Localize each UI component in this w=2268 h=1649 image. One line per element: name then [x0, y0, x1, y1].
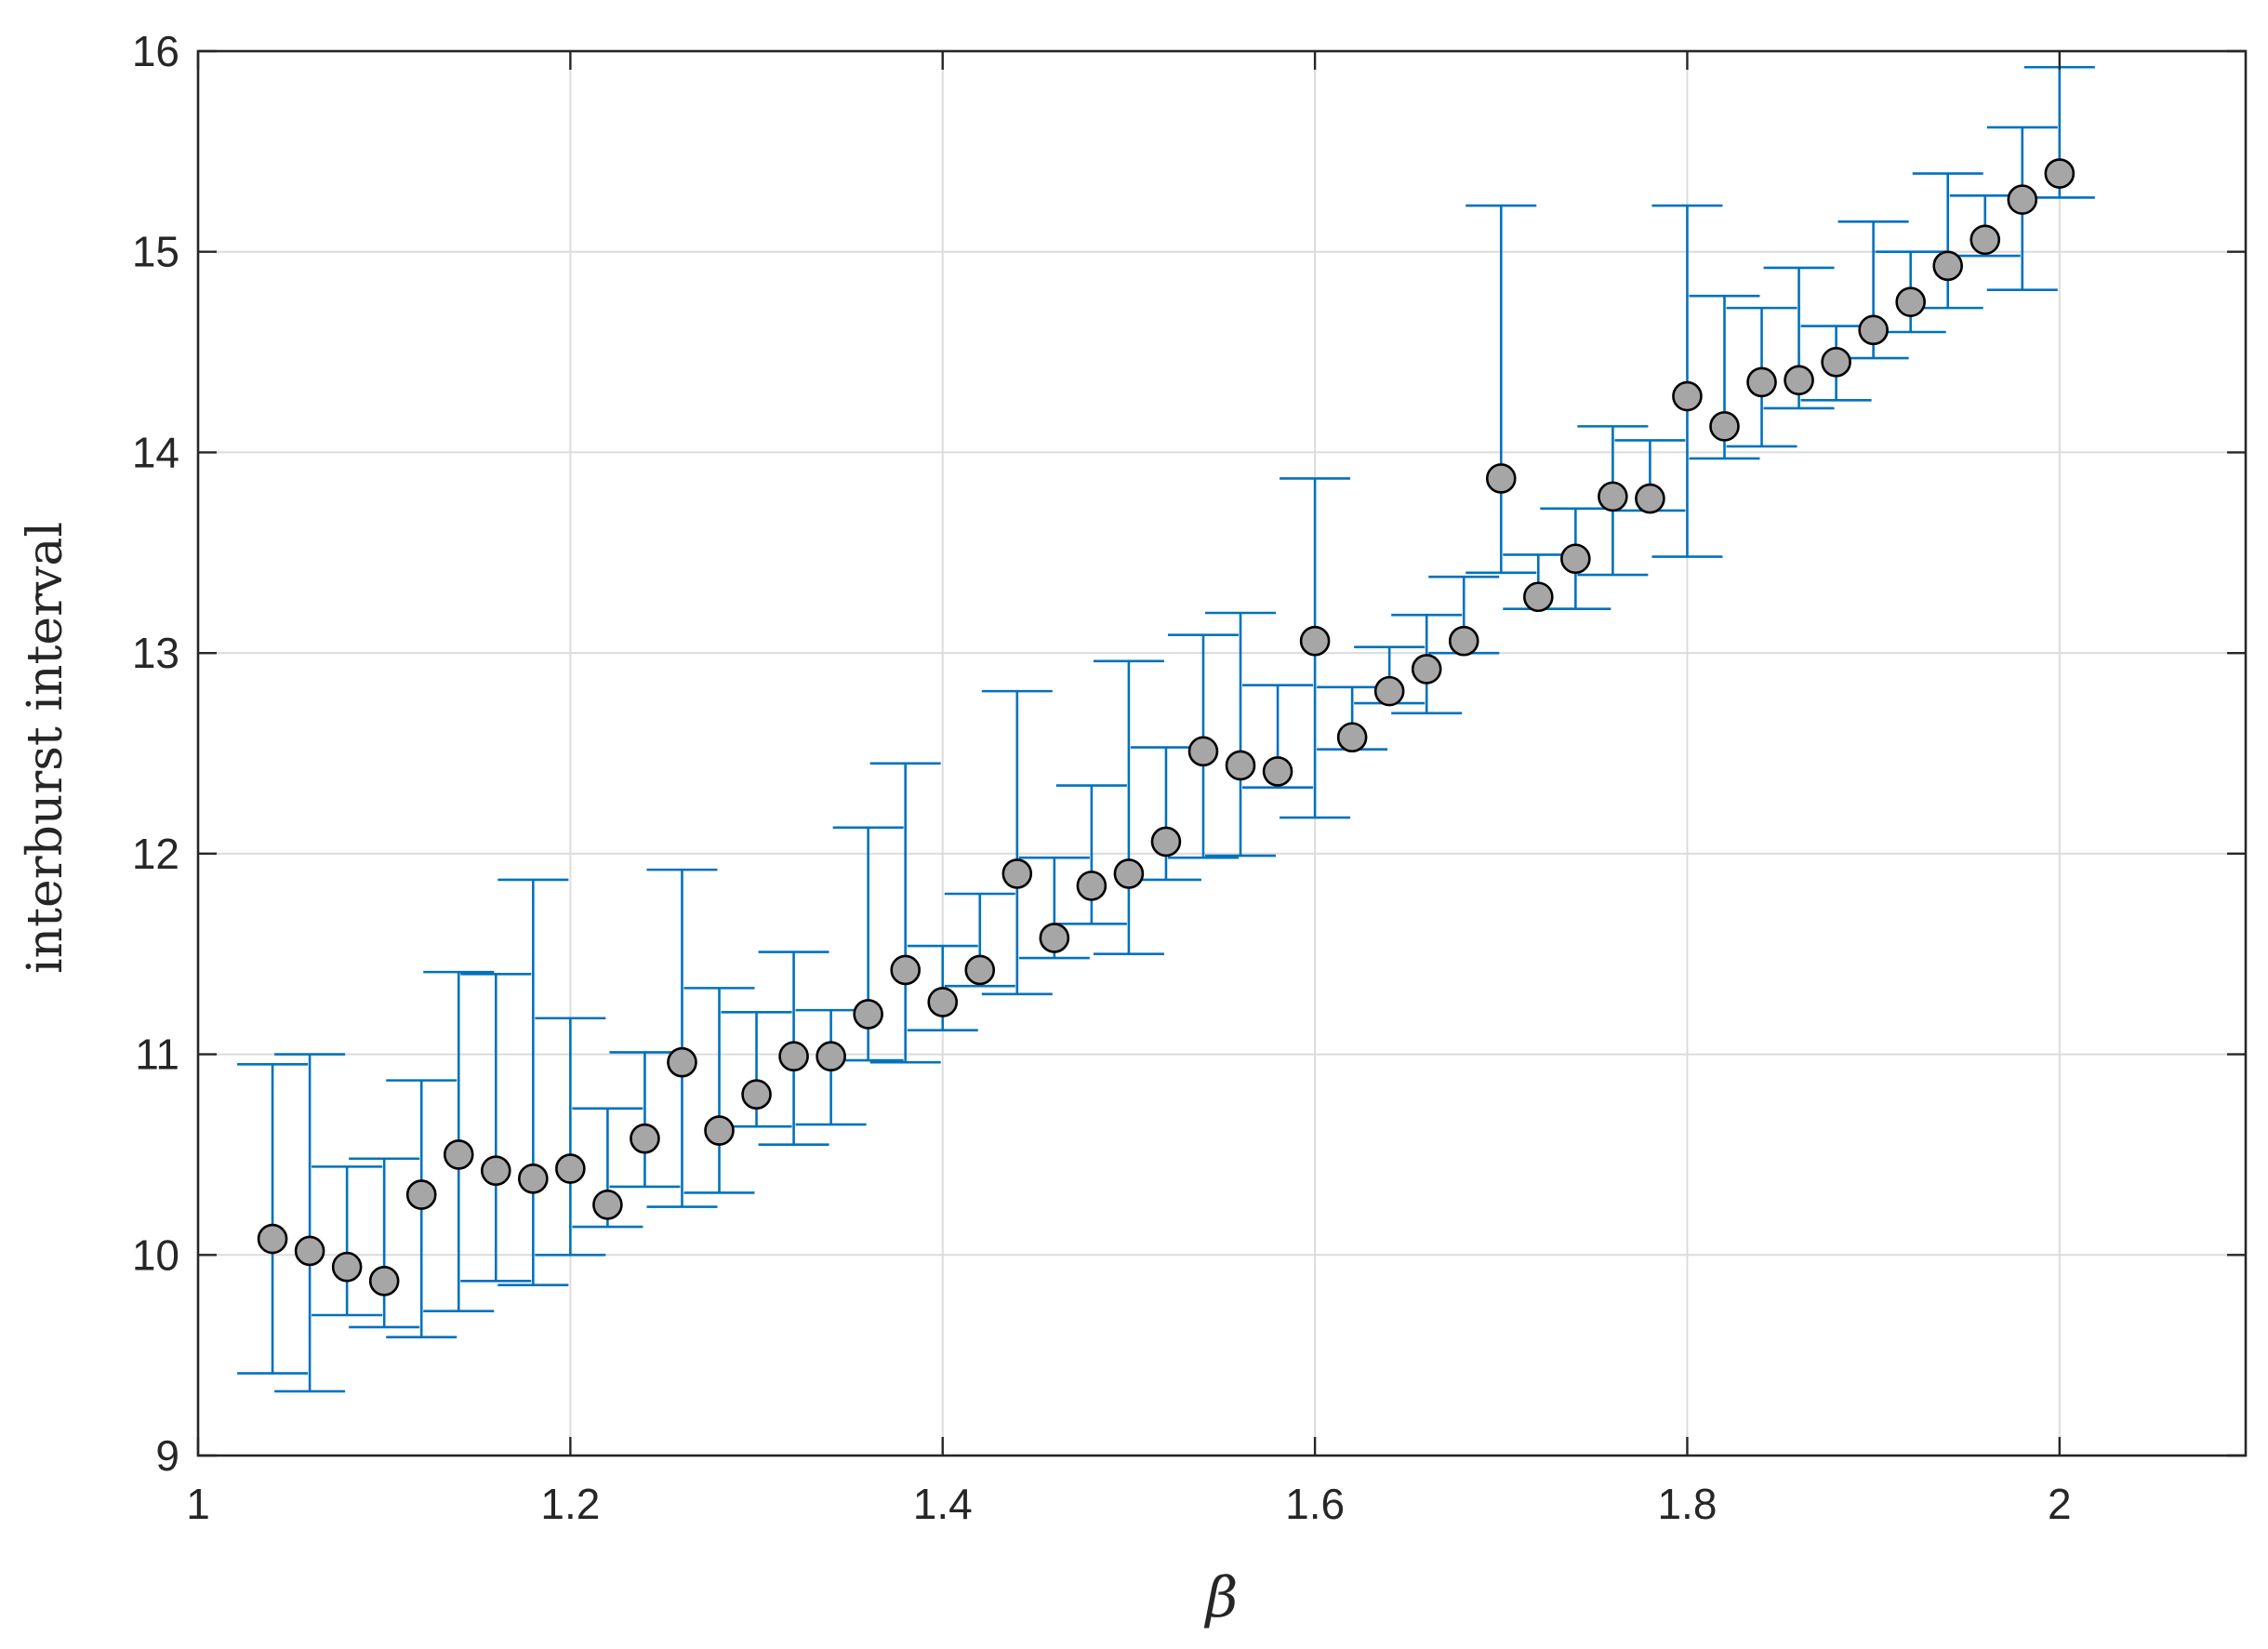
plot-background	[198, 51, 2246, 1456]
data-point	[518, 1164, 549, 1194]
data-point	[405, 1179, 437, 1210]
data-point	[964, 954, 996, 986]
data-point	[1932, 250, 1964, 282]
x-axis-label: β	[1204, 1565, 1239, 1630]
data-point	[1076, 871, 1107, 901]
data-point	[1784, 365, 1814, 396]
data-point	[890, 954, 921, 986]
data-point	[331, 1251, 363, 1283]
plot-area	[198, 51, 2246, 1456]
error-bar	[460, 972, 532, 1283]
data-point	[1746, 366, 1777, 398]
data-point	[1485, 463, 1517, 494]
y-tick-label: 13	[132, 629, 179, 677]
error-bar	[535, 1017, 606, 1257]
y-tick-label: 16	[132, 27, 179, 75]
y-tick-label: 14	[132, 428, 179, 476]
error-bar	[683, 987, 755, 1194]
data-point	[1262, 756, 1293, 787]
data-point	[927, 987, 959, 1017]
data-point	[1523, 581, 1554, 613]
error-bar	[1466, 204, 1537, 575]
x-tick-label: 2	[2048, 1480, 2072, 1528]
error-bar	[274, 1053, 346, 1393]
data-point	[1113, 858, 1145, 889]
error-bar	[609, 1051, 681, 1189]
data-point	[1001, 858, 1033, 889]
data-point	[1709, 411, 1740, 442]
data-point	[257, 1223, 288, 1255]
x-tick-label: 1.4	[913, 1480, 973, 1528]
x-tick-label: 1.2	[540, 1480, 600, 1528]
y-tick-label: 15	[132, 228, 179, 276]
data-point	[1970, 224, 2001, 256]
y-tick-label: 9	[155, 1431, 179, 1480]
data-point	[741, 1079, 772, 1110]
data-point	[1187, 736, 1219, 767]
data-point	[294, 1235, 325, 1267]
x-tick-label: 1.6	[1285, 1480, 1345, 1528]
y-axis-label: interburst interval	[18, 522, 73, 974]
error-bar	[1093, 659, 1164, 956]
data-point	[1448, 625, 1479, 657]
x-tick-label: 1	[186, 1480, 210, 1528]
data-point	[816, 1041, 846, 1072]
data-point	[1373, 675, 1405, 707]
error-bar	[312, 1165, 383, 1317]
error-bar	[869, 762, 941, 1064]
data-point	[480, 1155, 511, 1186]
axes-box	[196, 49, 2248, 1457]
x-tick-label: 1.8	[1657, 1480, 1717, 1528]
axes-frame	[196, 49, 2248, 1457]
data-point	[1299, 625, 1331, 657]
error-bar	[981, 689, 1053, 996]
data-point	[667, 1046, 697, 1078]
data-point	[1560, 543, 1591, 575]
error-bar	[349, 1157, 420, 1329]
data-point	[1672, 380, 1703, 412]
data-point	[1225, 750, 1256, 781]
data-point	[592, 1190, 623, 1220]
data-point	[443, 1139, 474, 1170]
data-point	[1858, 314, 1889, 346]
data-point	[1821, 347, 1851, 378]
data-point	[1336, 722, 1368, 753]
data-point	[1411, 654, 1442, 685]
error-bar	[1205, 611, 1277, 858]
data-point	[1895, 286, 1926, 317]
data-point	[1039, 923, 1070, 953]
error-bar	[237, 1063, 309, 1375]
y-tick-label: 10	[132, 1230, 179, 1279]
x-ticks: 1 1.2 1.4 1.6 1.8 2	[186, 51, 2072, 1528]
data-point	[555, 1153, 586, 1184]
y-tick-label: 12	[132, 830, 179, 878]
data-point	[1598, 481, 1628, 512]
data-point	[778, 1041, 809, 1072]
data-point	[630, 1123, 660, 1154]
data-point	[1635, 483, 1665, 514]
error-bar	[646, 868, 718, 1208]
data-point	[704, 1115, 735, 1146]
data-markers	[257, 158, 2076, 1297]
error-bar	[497, 878, 569, 1286]
data-point	[368, 1266, 400, 1297]
y-ticks: 9 10 11 12 13 14 15 16	[132, 27, 2246, 1480]
data-point	[1150, 826, 1182, 858]
data-point	[853, 999, 883, 1030]
data-point	[2044, 158, 2076, 189]
data-point	[2007, 184, 2038, 215]
y-tick-label: 11	[135, 1031, 179, 1079]
